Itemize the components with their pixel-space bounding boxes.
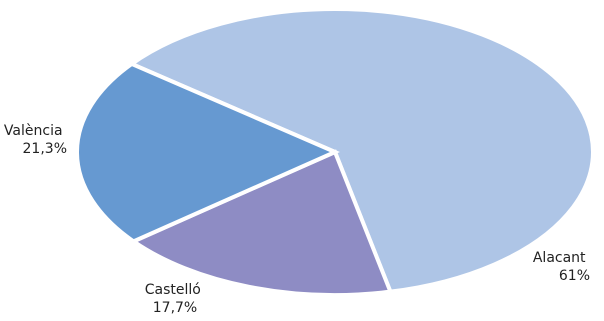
pie-slice-castello — [129, 149, 394, 297]
slice-label-castello: Castelló 17,7% — [145, 282, 206, 316]
pie-labels: Alacant 61% Castelló 17,7% València 21,3… — [4, 123, 590, 316]
slice-name-valencia: València — [4, 123, 63, 139]
pie-slice-alacant — [127, 7, 595, 294]
slice-label-alacant: Alacant 61% — [533, 250, 590, 284]
pie-slice-valencia — [75, 61, 340, 244]
slice-value-valencia: 21,3% — [23, 141, 67, 157]
slice-value-alacant: 61% — [559, 268, 590, 284]
pie-slices — [75, 7, 595, 297]
slice-value-castello: 17,7% — [153, 300, 197, 316]
slice-name-castello: Castelló — [145, 282, 201, 298]
slice-name-alacant: Alacant — [533, 250, 586, 266]
slice-label-valencia: València 21,3% — [4, 123, 67, 157]
